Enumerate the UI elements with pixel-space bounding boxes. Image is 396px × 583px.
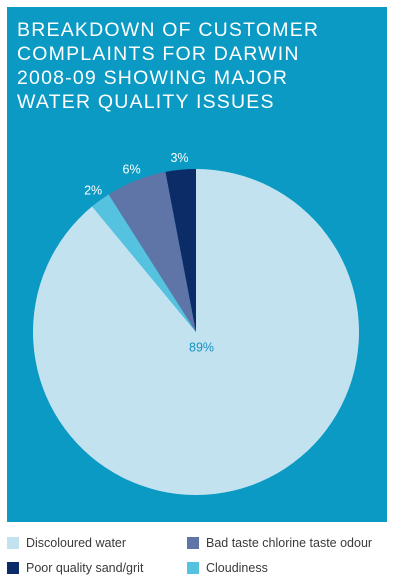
pie-slice-poor-quality-sand-grit <box>165 169 196 332</box>
pie-chart: 89% 2% 6% 3% <box>32 151 359 496</box>
legend-label: Discoloured water <box>26 536 127 550</box>
legend-swatch <box>187 537 199 549</box>
pie-slice-bad-taste-chlorine-taste-odour <box>108 171 196 332</box>
legend-label: Bad taste chlorine taste odour <box>206 536 373 550</box>
legend-swatch <box>187 562 199 574</box>
slice-label: 6% <box>123 162 141 176</box>
legend-item-sand-grit: Poor quality sand/grit <box>7 561 143 575</box>
legend-swatch <box>7 537 19 549</box>
pie-slice-discoloured-water <box>32 169 359 496</box>
chart-legend: Discoloured water Bad taste chlorine tas… <box>7 536 392 581</box>
legend-swatch <box>7 562 19 574</box>
legend-item-discoloured-water: Discoloured water <box>7 536 126 550</box>
chart-panel: Breakdown of customer complaints for Dar… <box>7 7 387 522</box>
legend-item-cloudiness: Cloudiness <box>187 561 268 575</box>
legend-label: Poor quality sand/grit <box>26 561 144 575</box>
slice-label: 89% <box>189 340 214 354</box>
slice-label: 2% <box>84 183 102 197</box>
legend-item-bad-taste: Bad taste chlorine taste odour <box>187 536 372 550</box>
pie-slice-cloudiness <box>92 194 196 332</box>
legend-label: Cloudiness <box>206 561 268 575</box>
slice-label: 3% <box>170 151 188 165</box>
chart-title: Breakdown of customer complaints for Dar… <box>17 19 320 113</box>
